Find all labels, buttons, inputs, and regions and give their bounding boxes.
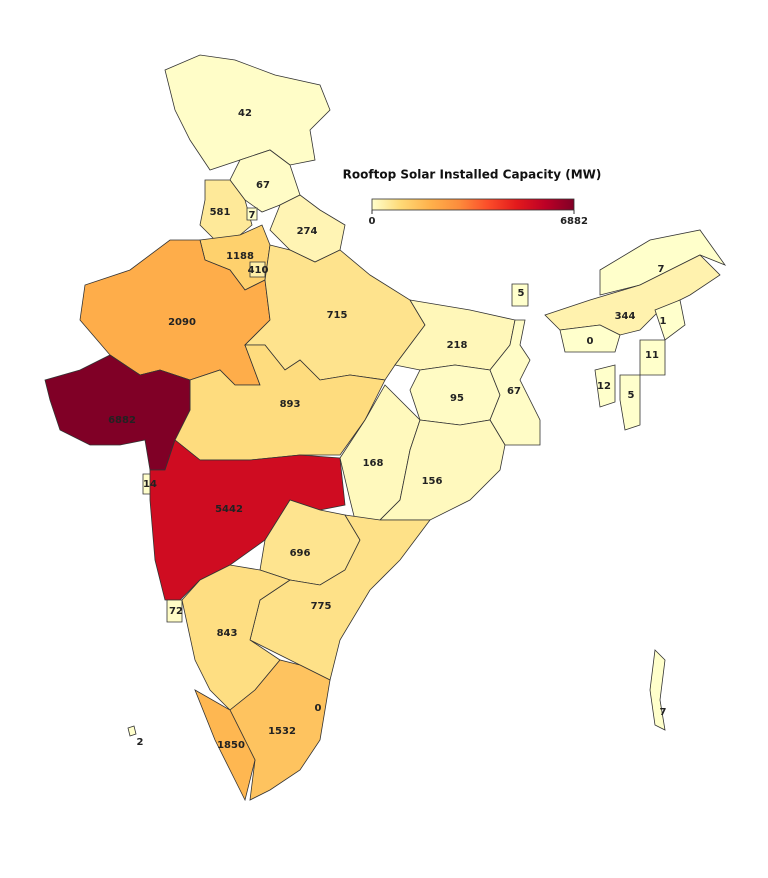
region-value: 6882 [108,415,136,426]
region-value: 218 [447,340,468,351]
region-value: 67 [256,180,270,191]
region [654,299,686,341]
region [249,261,266,278]
region [489,319,541,446]
region [649,649,666,731]
region [246,207,258,221]
region-value: 95 [450,393,464,404]
colorbar-ticks: 0 6882 [369,210,588,227]
region [639,339,666,376]
regions [44,54,727,802]
colorbar-tick-label: 0 [369,216,376,227]
region-value: 1850 [217,740,245,751]
region [594,364,616,408]
region [127,725,137,737]
region [194,689,256,802]
labels: 42 67 581 7 274 1188 410 2090 715 5 7 344 1 0 11 218 12 5… [108,108,666,751]
region [166,599,183,623]
region-value: 168 [363,458,384,469]
region-value: 843 [217,628,238,639]
region [599,229,727,296]
region [559,324,621,353]
legend-title: Rooftop Solar Installed Capacity (MW) [343,168,602,182]
colorbar-tick-label: 6882 [560,216,588,227]
region-value: 42 [238,108,252,119]
region [619,374,641,431]
region [181,564,291,711]
region-value: 344 [615,311,636,322]
region-value: 0 [315,703,322,714]
region-value: 12 [597,381,611,392]
region-value: 1532 [268,726,296,737]
region-value: 14 [143,479,157,490]
region [229,659,331,801]
region [164,54,331,171]
region-value: 11 [645,350,659,361]
region-value: 7 [658,264,665,275]
region-value: 410 [248,265,269,276]
region-value: 67 [507,386,521,397]
region-value: 1 [660,316,667,327]
region-value: 5442 [215,504,243,515]
region-value: 156 [422,476,443,487]
region-value: 1188 [226,251,254,262]
region-value: 715 [327,310,348,321]
region [379,419,506,521]
region-value: 893 [280,399,301,410]
region-value: 0 [587,336,594,347]
region-value: 775 [311,601,332,612]
colorbar [371,198,575,211]
region-value: 5 [628,390,635,401]
region [511,283,529,307]
region-value: 7 [660,707,667,718]
region-value: 581 [210,207,231,218]
region-value: 72 [169,606,183,617]
region-value: 696 [290,548,311,559]
region-value: 7 [249,210,256,221]
region-value: 5 [518,288,525,299]
region-value: 2 [137,737,144,748]
region-value: 274 [297,226,318,237]
region-value: 2090 [168,317,196,328]
